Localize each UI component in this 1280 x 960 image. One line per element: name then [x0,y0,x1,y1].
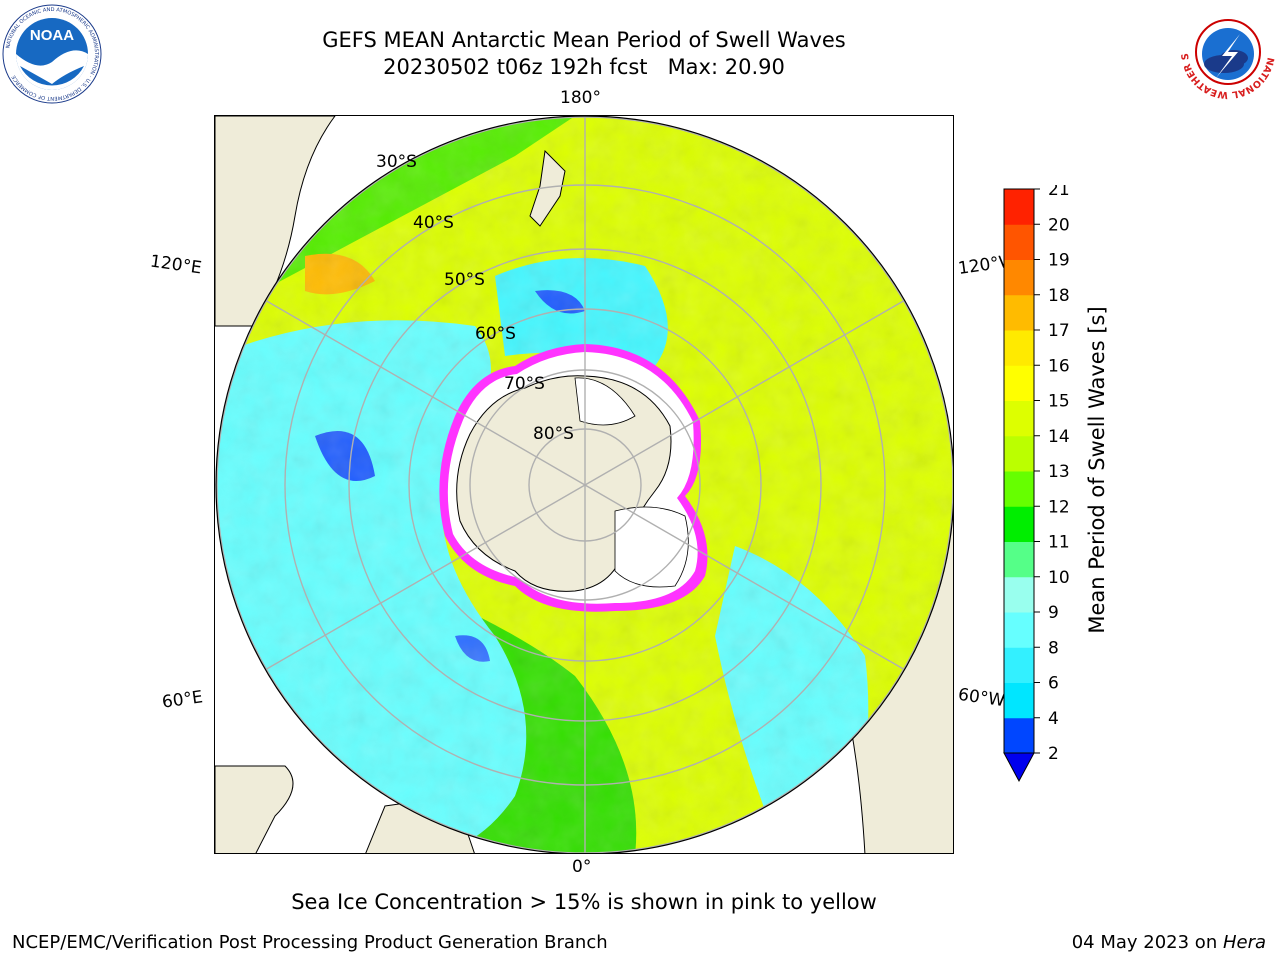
lat-label-30s: 30°S [376,152,417,172]
footer-date-text: 04 May 2023 on [1071,932,1223,953]
colorbar-swatch [1004,471,1034,507]
colorbar-tick-label: 13 [1048,462,1070,482]
colorbar-tick-label: 11 [1048,533,1070,553]
colorbar-swatch [1004,435,1034,472]
colorbar-tick-label: 2 [1048,744,1059,764]
colorbar-tick-label: 17 [1048,321,1070,341]
colorbar-extend-arrow [1003,752,1035,783]
weddell-ice-shelf [614,506,689,588]
lat-label-70s: 70°S [504,374,545,394]
lat-label-40s: 40°S [413,213,454,233]
colorbar-tick-label: 15 [1048,392,1070,412]
colorbar-tick-label: 19 [1048,251,1070,271]
colorbar-swatch [1004,259,1034,296]
colorbar-tick-label: 20 [1048,215,1070,235]
noaa-logo-text: NOAA [30,27,74,44]
land-africa [215,765,294,853]
colorbar-tick-label: 18 [1048,286,1070,306]
lon-label-180: 180° [560,88,601,108]
colorbar-label: Mean Period of Swell Waves [s] [1085,306,1109,634]
colorbar-swatch [1004,576,1034,613]
colorbar-swatch [1004,224,1034,260]
ross-ice-shelf [574,377,636,426]
colorbar: 2 4 6 8 9 10 11 12 13 14 15 16 17 18 19 20 21 [1003,185,1070,783]
footer-host: Hera [1222,932,1266,953]
lon-label-120e: 120°E [148,251,203,279]
map-title: GEFS MEAN Antarctic Mean Period of Swell… [322,28,846,52]
polar-map [215,116,953,853]
land-new-zealand [529,149,566,227]
colorbar-swatch [1004,189,1034,225]
map-boundary [215,116,953,853]
sea-ice-note: Sea Ice Concentration > 15% is shown in … [291,890,877,914]
colorbar-tick-label: 8 [1048,638,1059,658]
colorbar-tick-label: 16 [1048,356,1070,376]
map-panel [214,115,954,854]
colorbar-swatch [1004,541,1034,578]
colorbar-swatch [1004,612,1034,648]
colorbar-swatch [1004,330,1034,366]
colorbar-swatch [1004,717,1034,754]
colorbar-tick-label: 10 [1048,568,1070,588]
lon-label-0: 0° [572,857,592,877]
lat-label-60s: 60°S [475,324,516,344]
colorbar-swatch [1004,400,1034,437]
lat-label-80s: 80°S [533,424,574,444]
colorbar-tick-label: 6 [1048,674,1059,694]
colorbar-tick-label: 4 [1048,709,1059,729]
footer-credit: NCEP/EMC/Verification Post Processing Pr… [12,932,608,953]
colorbar-swatch [1004,682,1034,719]
colorbar-swatch [1004,294,1034,331]
lon-label-60w: 60°W [956,684,1007,712]
colorbar-tick-label: 12 [1048,497,1070,517]
lat-label-50s: 50°S [444,270,485,290]
graticule [216,116,953,853]
colorbar-swatch [1004,506,1034,542]
footer-date: 04 May 2023 on Hera [1072,932,1266,953]
colorbar-tick-label: 14 [1048,427,1070,447]
colorbar-tick-label: 21 [1048,185,1070,200]
map-subtitle: 20230502 t06z 192h fcst Max: 20.90 [383,55,785,79]
lon-label-60e: 60°E [160,687,205,713]
noaa-logo: NOAA NATIONAL OCEANIC AND ATMOSPHERIC AD… [2,4,102,104]
colorbar-tick-label: 9 [1048,603,1059,623]
colorbar-swatch [1004,365,1034,401]
colorbar-swatch [1004,647,1034,683]
nws-logo: NATIONAL WEATHER SERVICE [1174,0,1278,102]
